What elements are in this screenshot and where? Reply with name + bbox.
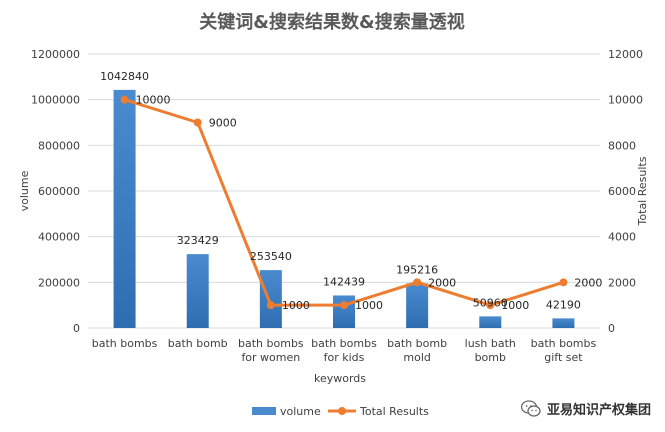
total-results-data-label: 1000 [501,299,529,312]
category-label: lush bath bomb [465,337,516,364]
category-label: bath bomb [168,337,228,350]
legend-label-total-results: Total Results [359,405,429,418]
total-results-point [413,278,421,286]
volume-bar [333,295,355,328]
volume-bar [479,316,501,328]
y-axis-title-right: Total Results [636,156,649,226]
volume-bar [406,283,428,328]
total-results-point [121,96,129,104]
total-results-data-label: 2000 [428,276,456,289]
y-tick-right: 4000 [608,231,636,244]
watermark: 亚易知识产权集团 [521,399,651,418]
volume-bar [187,254,209,328]
legend-marker-total-results [338,407,346,415]
y-tick-right: 2000 [608,276,636,289]
y-tick-left: 1000000 [31,94,80,107]
volume-data-label: 142439 [323,275,365,288]
y-tick-left: 400000 [38,231,80,244]
y-tick-left: 800000 [38,139,80,152]
y-tick-left: 200000 [38,276,80,289]
y-tick-right: 10000 [608,94,643,107]
y-tick-left: 0 [73,322,80,335]
total-results-data-label: 2000 [574,276,602,289]
y-tick-right: 0 [608,322,615,335]
total-results-data-label: 10000 [136,94,171,107]
volume-data-label: 42190 [546,298,581,311]
total-results-point [194,119,202,127]
total-results-data-label: 9000 [209,117,237,130]
total-results-point [267,301,275,309]
x-axis-title: keywords [314,372,366,385]
volume-bar [552,318,574,328]
y-tick-right: 12000 [608,48,643,61]
total-results-data-label: 1000 [355,299,383,312]
volume-bar [260,270,282,328]
volume-data-label: 195216 [396,263,438,276]
chart-title: 关键词&搜索结果数&搜索量透视 [199,11,464,33]
volume-data-label: 253540 [250,250,292,263]
volume-bar [114,90,136,328]
total-results-point [559,278,567,286]
legend-label-volume: volume [280,405,321,418]
total-results-data-label: 1000 [282,299,310,312]
category-label: bath bombs [92,337,158,350]
y-tick-right: 6000 [608,185,636,198]
y-axis-title-left: volume [18,170,31,211]
category-label: bath bombs for kids [311,337,377,364]
category-label: bath bombs for women [238,337,304,364]
volume-data-label: 323429 [177,234,219,247]
y-tick-left: 600000 [38,185,80,198]
total-results-point [340,301,348,309]
wechat-icon [521,400,541,418]
category-label: bath bombs gift set [531,337,597,364]
left-axis-ticks: 0 200000 400000 600000 800000 1000000 1200000 [31,48,80,335]
watermark-text: 亚易知识产权集团 [547,399,651,418]
volume-bars [114,90,575,328]
legend: volume Total Results [252,405,429,418]
volume-data-label: 1042840 [100,70,149,83]
y-tick-left: 1200000 [31,48,80,61]
y-tick-right: 8000 [608,139,636,152]
legend-swatch-volume [252,407,276,415]
category-label: bath bomb mold [387,337,447,364]
category-labels: bath bombs bath bomb bath bombs for women ba… [92,337,597,364]
